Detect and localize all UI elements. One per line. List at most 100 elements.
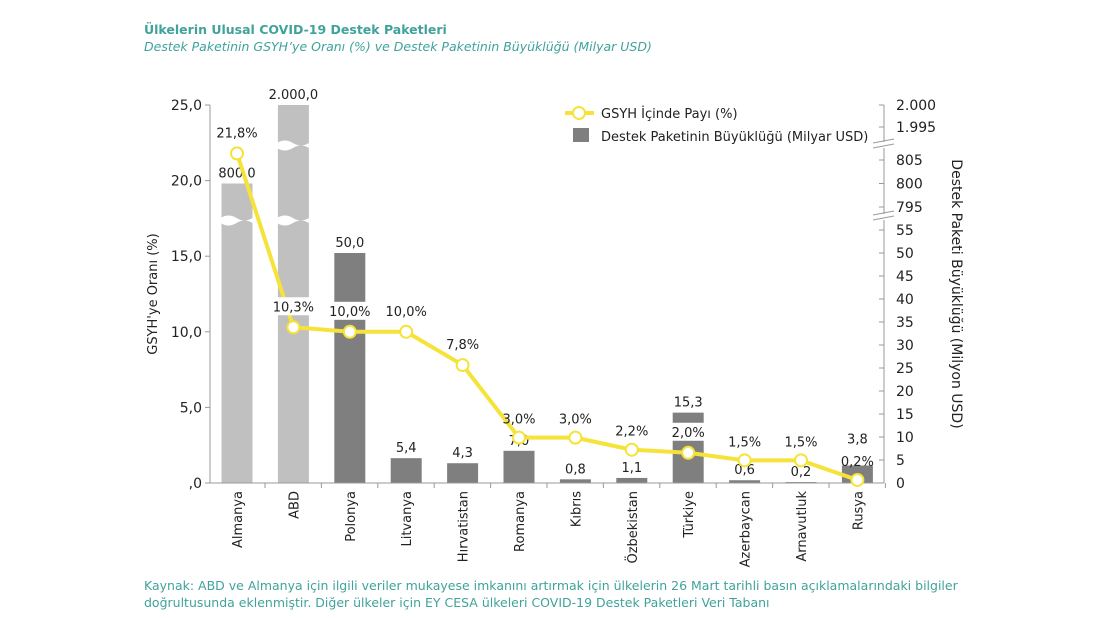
bar-value-label: 15,3	[674, 396, 703, 411]
legend-label-bar: Destek Paketinin Büyüklüğü (Milyar USD)	[601, 130, 868, 145]
chart-title: Ülkelerin Ulusal COVID-19 Destek Paketle…	[144, 22, 447, 37]
left-axis-title: GSYH'ye Oranı (%)	[146, 233, 161, 354]
right-tick-label: 800	[896, 177, 923, 193]
axis-break-mark	[220, 215, 253, 226]
line-point	[399, 324, 414, 339]
bar-almanya	[221, 183, 253, 483]
right-tick-label: 10	[896, 430, 914, 446]
line-value-label: 3,0%	[502, 413, 535, 428]
right-axis-title: Destek Paketi Büyüklüğü (Milyon USD)	[948, 159, 964, 428]
bar-litvanya	[390, 458, 422, 483]
axis-break-gap	[874, 142, 894, 148]
source-note: Kaynak: ABD ve Almanya için ilgili veril…	[144, 577, 984, 611]
line-point	[342, 324, 357, 339]
line-value-label: 3,0%	[559, 413, 592, 428]
bar-value-label: 5,4	[396, 441, 417, 456]
line-value-label: 7,8%	[446, 338, 479, 353]
bar-value-label: 800,0	[218, 167, 255, 182]
bar-hırvatistan	[447, 463, 479, 483]
legend-line-marker	[572, 106, 586, 120]
line-point	[230, 146, 244, 161]
right-tick-label: 20	[896, 384, 914, 400]
line-point	[794, 453, 808, 468]
line-value-label: 10,0%	[386, 305, 427, 320]
axis-break-mark	[872, 143, 895, 149]
x-tick-label: Rusya	[851, 491, 866, 530]
line-value-label: 1,5%	[728, 435, 761, 450]
axis-break-mark	[276, 215, 309, 226]
line-point	[681, 445, 696, 460]
bar-polonya	[334, 253, 366, 483]
x-tick-label: Kıbrıs	[569, 491, 584, 527]
line-point	[568, 430, 583, 445]
left-tick-label: 15,0	[171, 249, 202, 265]
line-value-label: 2,2%	[615, 425, 648, 440]
bar-value-label: 0,2	[791, 465, 812, 480]
bar-value-label: 2.000,0	[269, 88, 319, 103]
line-value-label: 10,3%	[273, 300, 314, 315]
label-background	[327, 301, 372, 320]
label-background	[271, 297, 316, 316]
chart-subtitle: Destek Paketinin GSYH’ye Oranı (%) ve De…	[144, 39, 652, 54]
right-tick-label: 5	[896, 453, 905, 469]
line-value-label: 1,5%	[784, 435, 817, 450]
right-tick-label: 40	[896, 292, 914, 308]
x-tick-label: Romanya	[513, 491, 528, 552]
x-tick-label: Özbekistan	[624, 491, 641, 564]
line-point	[512, 430, 526, 445]
legend-label-line: GSYH İçinde Payı (%)	[601, 106, 738, 122]
right-tick-label: 25	[896, 361, 914, 377]
bar-value-label: 0,6	[734, 463, 755, 478]
source-line-2: doğrultusunda eklenmiştir. Diğer ülkeler…	[144, 595, 770, 610]
right-tick-label: 805	[896, 153, 923, 169]
bar-romanya	[503, 450, 535, 483]
right-tick-label: 2.000	[896, 98, 936, 114]
right-tick-label: 30	[896, 338, 914, 354]
bar-value-label: 50,0	[335, 236, 364, 251]
x-tick-label: ABD	[287, 491, 302, 519]
legend-bar-symbol	[573, 128, 589, 142]
bar-kıbrıs	[559, 479, 591, 483]
axis-break-mark	[872, 215, 895, 221]
label-background	[666, 422, 711, 441]
gsyh-share-line	[235, 152, 859, 482]
right-tick-label: 55	[896, 223, 914, 239]
line-value-label: 0,2%	[841, 455, 874, 470]
right-tick-label: 0	[896, 476, 905, 492]
bar-value-label: 3,8	[847, 433, 868, 448]
bar-azerbaycan	[729, 480, 761, 483]
axis-break-mark	[276, 140, 309, 151]
line-point	[286, 320, 301, 335]
x-tick-label: Arnavutluk	[795, 491, 810, 562]
line-point	[850, 472, 865, 487]
line-value-label: 10,0%	[329, 305, 370, 320]
right-tick-label: 45	[896, 269, 914, 285]
bar-value-label: 4,3	[452, 446, 473, 461]
line-point	[455, 358, 470, 373]
axis-break-mark	[872, 138, 895, 144]
left-tick-label: 5,0	[180, 400, 202, 416]
axis-break-mark	[872, 210, 895, 216]
x-tick-label: Hırvatistan	[457, 491, 472, 562]
left-tick-label: ,0	[189, 476, 202, 492]
line-value-label: 2,0%	[672, 426, 705, 441]
line-point	[737, 453, 752, 468]
right-tick-label: 50	[896, 246, 914, 262]
right-tick-label: 35	[896, 315, 914, 331]
bar-özbekistan	[616, 477, 648, 483]
bar-value-label: 0,8	[565, 462, 586, 477]
left-tick-label: 20,0	[171, 174, 202, 190]
x-tick-label: Türkiye	[682, 491, 697, 539]
left-tick-label: 10,0	[171, 325, 202, 341]
x-tick-label: Azerbaycan	[739, 491, 754, 567]
line-point	[624, 442, 639, 457]
x-tick-label: Litvanya	[400, 491, 415, 547]
right-tick-label: 15	[896, 407, 914, 423]
right-tick-label: 1.995	[896, 120, 936, 136]
bar-value-label: 1,1	[621, 461, 642, 476]
axis-break-gap	[874, 214, 894, 220]
source-line-1: Kaynak: ABD ve Almanya için ilgili veril…	[144, 578, 958, 593]
line-value-label: 21,8%	[216, 126, 257, 141]
x-tick-label: Almanya	[231, 491, 246, 548]
